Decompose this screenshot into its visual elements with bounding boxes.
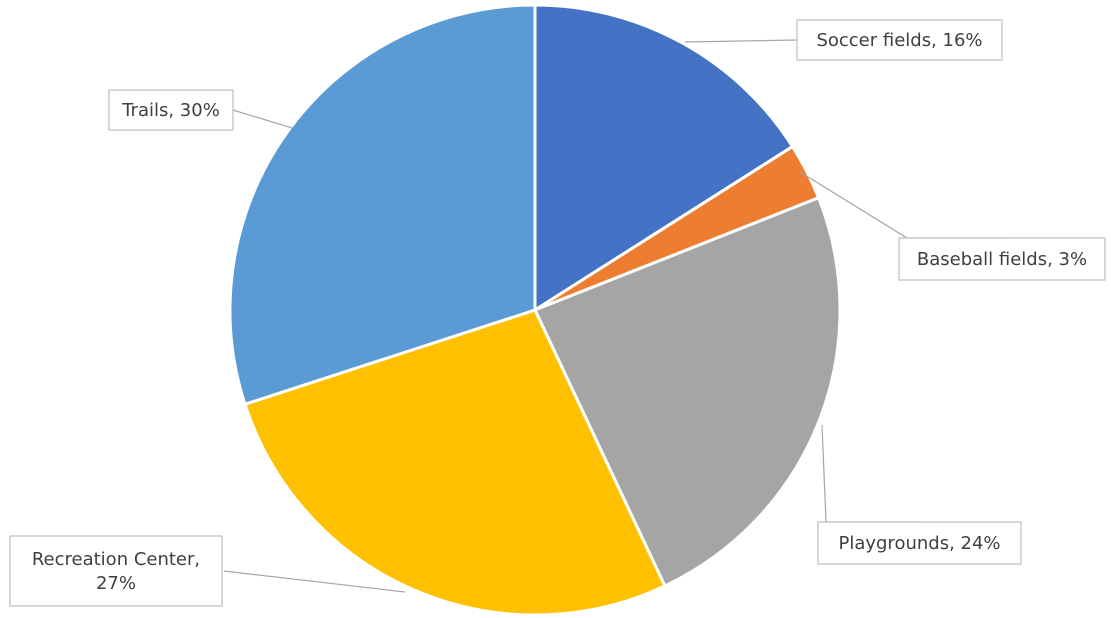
pie-slice-playgrounds — [533, 196, 842, 588]
data-label-box-trails — [108, 89, 234, 131]
data-label-box-playgrounds — [817, 521, 1022, 565]
data-label-recreation-center: Recreation Center, — [32, 549, 200, 570]
data-label-playgrounds: Playgrounds, 24% — [838, 533, 1000, 554]
leader-line-soccer-fields — [684, 39, 798, 43]
pie-slices — [228, 3, 842, 617]
data-label-baseball-fields: Baseball fields, 3% — [917, 249, 1087, 270]
data-label-recreation-center: 27% — [96, 573, 136, 594]
data-label-box-recreation-center — [9, 535, 223, 607]
data-label-box-soccer-fields — [796, 19, 1003, 61]
leader-line-recreation-center — [223, 570, 406, 593]
data-labels: Soccer fields, 16% Baseball fields, 3% Pla… — [9, 19, 1106, 607]
pie-slice-soccer-fields — [533, 3, 795, 312]
pie-slice-recreation-center — [243, 308, 667, 617]
data-label-box-baseball-fields — [898, 237, 1106, 281]
pie-slice-trails — [228, 3, 537, 406]
leader-line-playgrounds — [821, 424, 920, 523]
data-label-soccer-fields: Soccer fields, 16% — [816, 30, 982, 51]
data-label-trails: Trails, 30% — [121, 100, 220, 121]
leader-line-trails — [232, 109, 293, 129]
